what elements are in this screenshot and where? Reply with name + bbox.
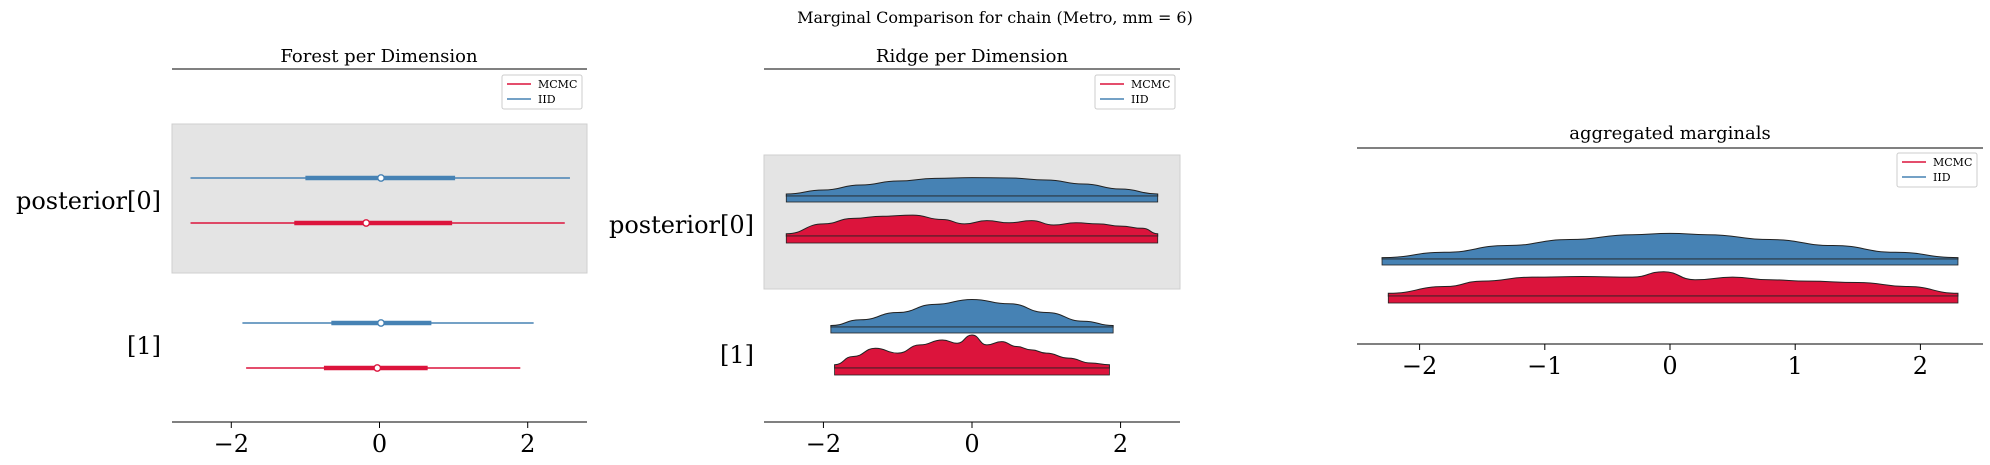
forest-marks — [190, 174, 570, 372]
aggregated-legend: MCMC IID — [1896, 152, 1978, 188]
panel-aggregated: aggregated marginals −2 −1 0 1 2 MCMC IID — [1357, 123, 1983, 380]
forest-row0-band — [171, 123, 588, 274]
ridge-legend-iid-label: IID — [1131, 93, 1149, 106]
forest-row-label-1: [1] — [127, 332, 161, 360]
forest-title: Forest per Dimension — [280, 46, 478, 67]
forest-mcmc-median-point — [373, 364, 382, 372]
ridge-x-ticks: −2 0 2 — [806, 422, 1128, 458]
ridge-iid-density-row1 — [830, 298, 1114, 328]
ridge-title: Ridge per Dimension — [876, 46, 1069, 67]
forest-iid-median-point — [377, 319, 385, 327]
forest-mcmc-median-point — [362, 219, 371, 227]
panel-ridge: Ridge per Dimension posterior[0] [1] −2 0… — [609, 46, 1181, 458]
aggregated-iid-density-base — [1381, 258, 1959, 266]
aggregated-xtick-label: −1 — [1527, 352, 1562, 380]
aggregated-iid-density — [1381, 232, 1959, 260]
ridge-legend-mcmc-label: MCMC — [1131, 78, 1170, 91]
forest-x-ticks: −2 0 2 — [214, 422, 535, 458]
aggregated-mcmc-density — [1387, 271, 1959, 297]
forest-xtick-label: −2 — [214, 430, 249, 458]
aggregated-x-ticks: −2 −1 0 1 2 — [1402, 344, 1928, 380]
ridge-mcmc-density-row0-base — [785, 235, 1159, 244]
ridge-mcmc-density-row1 — [834, 334, 1110, 369]
ridge-iid-density-row1-base — [830, 326, 1114, 334]
aggregated-mcmc-density-base — [1387, 295, 1959, 304]
ridge-iid-density-row0 — [785, 177, 1159, 197]
aggregated-legend-mcmc-label: MCMC — [1933, 156, 1972, 169]
aggregated-xtick-label: 2 — [1913, 352, 1928, 380]
ridge-row-label-1: [1] — [720, 341, 754, 369]
ridge-xtick-label: 0 — [964, 430, 979, 458]
aggregated-marks — [1381, 232, 1959, 304]
forest-row-label-0: posterior[0] — [16, 187, 161, 215]
ridge-row0-band — [763, 154, 1181, 290]
forest-legend-mcmc-label: MCMC — [538, 78, 577, 91]
forest-xtick-label: 2 — [520, 430, 535, 458]
ridge-mcmc-density-row1-base — [834, 367, 1110, 376]
forest-legend-iid-label: IID — [538, 93, 556, 106]
ridge-legend: MCMC IID — [1094, 74, 1176, 110]
figure-suptitle: Marginal Comparison for chain (Metro, mm… — [797, 8, 1193, 27]
panel-forest: Forest per Dimension posterior[0] [1] −2… — [16, 46, 588, 458]
ridge-marks — [785, 177, 1159, 376]
forest-xtick-label: 0 — [372, 430, 387, 458]
aggregated-xtick-label: −2 — [1402, 352, 1437, 380]
forest-iid-median-point — [377, 174, 385, 182]
ridge-xtick-label: 2 — [1113, 430, 1128, 458]
ridge-mcmc-density-row0 — [785, 214, 1159, 237]
ridge-iid-density-row0-base — [785, 195, 1159, 203]
aggregated-title: aggregated marginals — [1569, 123, 1770, 144]
ridge-xtick-label: −2 — [806, 430, 841, 458]
aggregated-xtick-label: 0 — [1662, 352, 1677, 380]
forest-legend: MCMC IID — [501, 74, 583, 110]
aggregated-legend-iid-label: IID — [1933, 171, 1951, 184]
aggregated-xtick-label: 1 — [1788, 352, 1803, 380]
ridge-row-label-0: posterior[0] — [609, 211, 754, 239]
